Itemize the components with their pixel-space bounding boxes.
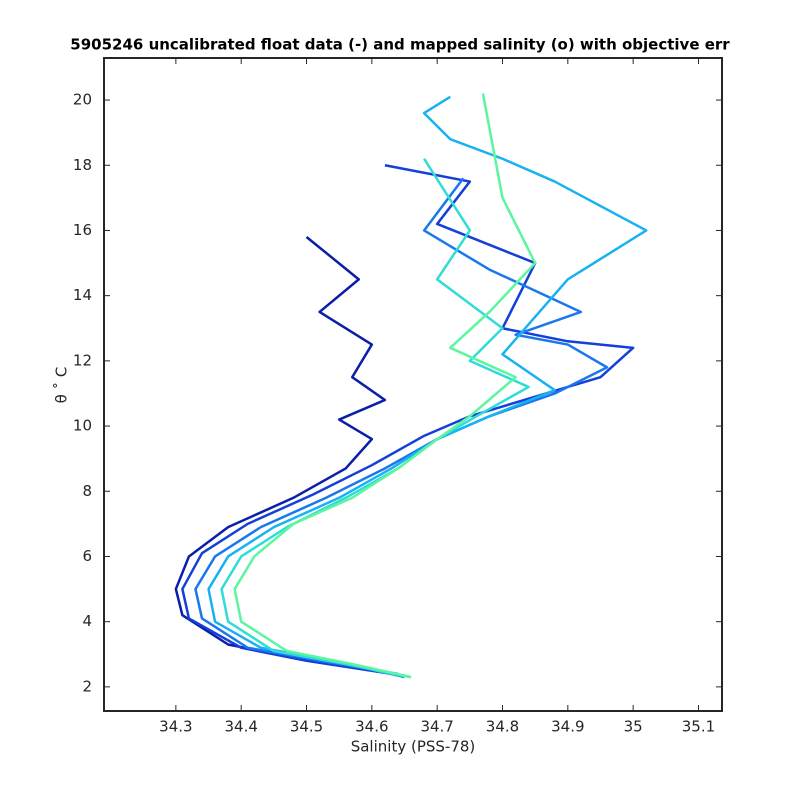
chart-title: 5905246 uncalibrated float data (-) and … (70, 36, 730, 54)
profile-line (181, 164, 635, 676)
y-tick-label: 16 (73, 221, 92, 239)
plot-frame (103, 57, 723, 712)
y-tick-label: 6 (82, 547, 92, 565)
y-tick-label: 14 (73, 286, 92, 304)
y-tick-label: 12 (73, 351, 92, 369)
profile-line (174, 236, 387, 672)
x-tick-label: 35.1 (682, 718, 715, 736)
profile-line (194, 177, 609, 676)
x-tick-label: 34.7 (420, 718, 453, 736)
x-tick-label: 34.6 (355, 718, 388, 736)
x-tick-label: 34.5 (290, 718, 323, 736)
y-tick-label: 18 (73, 156, 92, 174)
y-tick-label: 2 (82, 677, 92, 695)
y-tick-label: 20 (73, 91, 92, 109)
profile-line (220, 158, 530, 679)
x-tick-label: 34.9 (551, 718, 584, 736)
y-tick-label: 10 (73, 417, 92, 435)
y-tick-label: 8 (82, 482, 92, 500)
x-tick-label: 34.4 (224, 718, 257, 736)
x-tick-label: 35 (624, 718, 643, 736)
y-tick-label: 4 (82, 612, 92, 630)
y-axis-label: θ ˚ C (53, 367, 71, 404)
profile-line (233, 93, 537, 679)
x-tick-label: 34.3 (159, 718, 192, 736)
profile-line (207, 95, 648, 679)
x-axis-label: Salinity (PSS-78) (351, 738, 476, 756)
x-tick-label: 34.8 (486, 718, 519, 736)
